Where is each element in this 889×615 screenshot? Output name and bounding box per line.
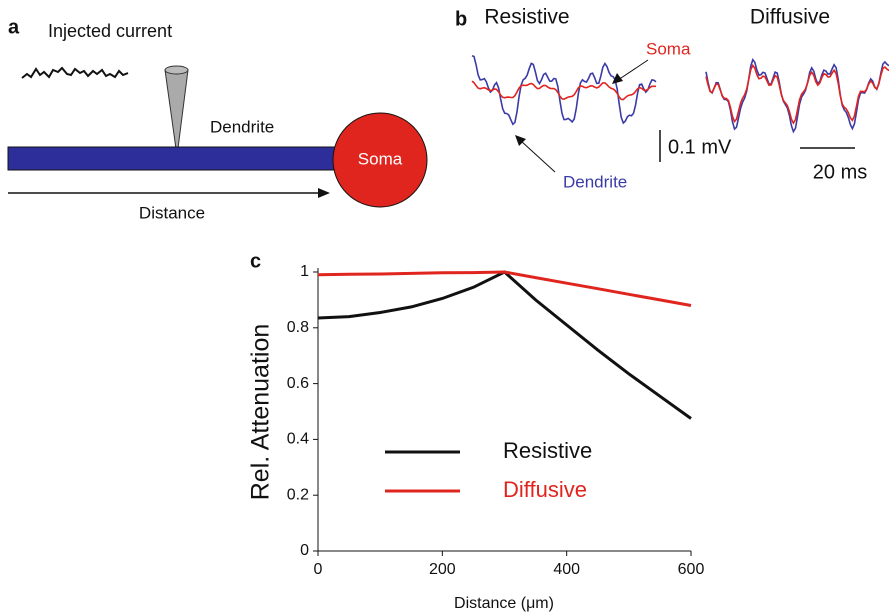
soma-trace-label: Soma: [646, 39, 691, 58]
traces: [471, 54, 889, 134]
soma-trace: [705, 63, 889, 125]
y-axis-label: Rel. Attenuation: [247, 324, 275, 501]
soma-trace: [471, 80, 656, 101]
distance-label: Distance: [139, 203, 205, 222]
voltage-scale-label: 0.1 mV: [668, 136, 732, 158]
electrode: [164, 69, 189, 157]
x-axis-label: Distance (μm): [454, 595, 554, 612]
arrow-head: [612, 73, 623, 84]
dendrite-trace-label: Dendrite: [563, 172, 627, 191]
arrow-head: [318, 188, 330, 198]
legend-label: Diffusive: [503, 477, 587, 502]
y-tick-label: 0: [300, 542, 309, 559]
dendrite: [7, 146, 349, 171]
time-scale-label: 20 ms: [813, 161, 867, 183]
x-tick-label: 0: [314, 561, 323, 578]
y-tick-label: 1: [300, 263, 309, 280]
x-tick-label: 600: [678, 561, 705, 578]
y-tick-label: 0.6: [287, 375, 309, 392]
soma-arrow: [617, 59, 649, 81]
current-trace: [21, 66, 129, 79]
legend-label: Resistive: [503, 438, 592, 463]
panel-label: a: [8, 16, 20, 38]
arrow-head: [515, 135, 526, 146]
resistive-title: Resistive: [484, 6, 569, 29]
electrode-top: [164, 65, 189, 75]
y-tick-label: 0.2: [287, 486, 309, 503]
dendrite-arrow: [520, 140, 556, 173]
dendrite-label: Dendrite: [210, 117, 274, 136]
dendrite-trace: [471, 54, 657, 126]
soma: [332, 112, 428, 208]
x-tick-label: 200: [429, 561, 456, 578]
panel-label: c: [250, 250, 261, 272]
soma-label: Soma: [358, 149, 403, 168]
series-line: [317, 270, 692, 307]
y-tick-label: 0.4: [287, 431, 309, 448]
injected-current-label: Injected current: [48, 21, 172, 41]
panel-label: b: [455, 8, 467, 30]
y-tick-label: 0.8: [287, 319, 309, 336]
diffusive-title: Diffusive: [750, 6, 830, 29]
x-tick-label: 400: [553, 561, 580, 578]
